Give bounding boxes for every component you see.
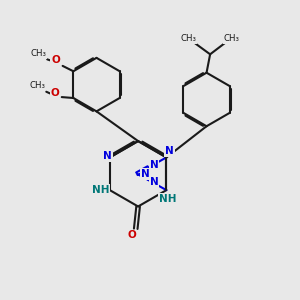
Text: CH₃: CH₃ — [29, 81, 45, 90]
Text: CH₃: CH₃ — [224, 34, 239, 43]
Text: O: O — [50, 88, 59, 98]
Text: N: N — [141, 169, 150, 179]
Text: N: N — [103, 151, 112, 161]
Text: N: N — [150, 177, 159, 187]
Text: N: N — [150, 160, 159, 170]
Text: O: O — [51, 55, 60, 65]
Text: N: N — [165, 146, 174, 156]
Text: NH: NH — [159, 194, 177, 204]
Text: O: O — [128, 230, 136, 240]
Text: CH₃: CH₃ — [181, 34, 197, 43]
Text: CH₃: CH₃ — [30, 50, 46, 58]
Text: NH: NH — [92, 184, 109, 194]
